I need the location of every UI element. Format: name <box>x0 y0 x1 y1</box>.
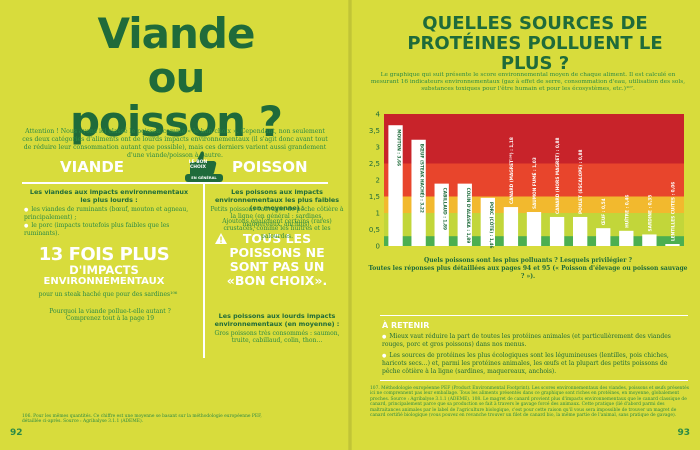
bar-label: CANARD (MAGRET¹⁰⁸) : 1,18 <box>509 137 515 204</box>
warning-icon <box>215 233 227 244</box>
y-tick-label: 1,5 <box>369 193 380 201</box>
poisson-subheading: Les poissons aux impacts environnementau… <box>214 188 340 212</box>
retenir-box: À RETENIR Mieux vaut réduire la part de … <box>380 315 688 381</box>
retenir-item-2: Les sources de protéines les plus écolog… <box>382 352 682 375</box>
footnote-right: 107. Méthodologie européenne PEF (Produc… <box>370 386 690 419</box>
poisson-text-2: Ajoutons également certains (rares) crus… <box>222 218 332 240</box>
stat-note: pour un steak haché que pour des sardine… <box>38 291 178 298</box>
bar-label: BŒUF (STEAK HACHÉ) : 3,22 <box>419 144 427 213</box>
chart-band-3 <box>384 163 684 197</box>
bar <box>388 125 403 246</box>
poisson-subheading-2: Les poissons aux lourds impacts environn… <box>214 312 340 328</box>
bar-label: POULET (ESCALOPE) : 0,88 <box>578 149 584 213</box>
chart-caption-line-1: Quels poissons sont les plus polluants ?… <box>424 257 632 264</box>
thumbs-up-badge-icon <box>185 151 223 182</box>
retenir-heading: À RETENIR <box>382 321 430 330</box>
bar-label: SAUMON FUMÉ : 1,03 <box>530 157 538 209</box>
bar <box>434 183 449 246</box>
bar-label: COLIN D'ALASKA : 1,89 <box>465 188 471 244</box>
stat-line-1: 13 FOIS PLUS <box>38 244 170 265</box>
chart-caption-line-2: Toutes les réponses plus détaillées aux … <box>368 265 688 280</box>
bar <box>619 230 634 246</box>
bar <box>480 197 495 246</box>
poisson-text-3: Gros poissons très consommés : saumon, t… <box>214 330 340 345</box>
chart-intro: Le graphique qui suit présente le score … <box>370 72 686 93</box>
bar <box>665 244 680 246</box>
bar <box>457 183 472 246</box>
badge-label: LE BON CHOIX <box>188 160 208 170</box>
chart-page-title: QUELLES SOURCES DE PROTÉINES POLLUENT LE… <box>407 13 663 74</box>
left-page: Viande ou poisson ? Attention ! Nous avo… <box>0 0 350 450</box>
divider-vertical <box>203 175 205 358</box>
poisson-text-1: Petits poissons sauvages de pêche côtièr… <box>210 206 344 228</box>
bar-label: MOUTON : 3,66 <box>396 129 402 166</box>
bar-label: HUÎTRE : 0,46 <box>622 195 630 228</box>
stat-block: 13 FOIS PLUS D'IMPACTS ENVIRONNEMENTAUX <box>14 245 194 287</box>
badge-sublabel: EN GÉNÉRAL <box>191 176 217 180</box>
bar <box>411 139 426 246</box>
viande-bullet-2: le porc (impacts toutefois plus faibles … <box>24 222 200 238</box>
bar <box>526 212 542 246</box>
protein-impact-chart: 0 0,5 1 1,5 2 2,5 3 3,5 4 MOUTON : 3,66 BŒUF (STEA… <box>369 111 684 251</box>
bar-label: CABILLAUD : 1,89 <box>442 188 448 230</box>
y-tick-label: 2,5 <box>369 160 380 168</box>
bar-label: LENTILLES CUITES : 0,06 <box>670 182 676 241</box>
page-number-right: 93 <box>677 428 690 438</box>
divider-horizontal <box>22 182 328 184</box>
page-title: Viande ou poisson ? <box>69 9 283 146</box>
y-tick-label: 4 <box>376 111 381 119</box>
warning-heading: TOUS LES POISSONS NE SONT PAS UN «BON CH… <box>226 231 328 288</box>
y-tick-label: 1 <box>376 210 380 218</box>
stat-line-3: ENVIRONNEMENTAUX <box>43 276 165 287</box>
bar <box>503 207 519 246</box>
footnote-left: 106. Pour les mêmes quantités. Ce chiffr… <box>22 414 262 425</box>
y-tick-label: 3 <box>376 144 380 152</box>
page-gutter <box>348 0 352 450</box>
bar <box>573 216 588 246</box>
bar-label: CANARD (HORS MAGRET) : 0,88 <box>555 137 561 213</box>
page-number-left: 92 <box>10 428 23 438</box>
bar <box>596 228 611 246</box>
viande-subheading: Les viandes aux impacts environnementaux… <box>29 188 189 204</box>
stat-line-2: D'IMPACTS <box>69 263 139 277</box>
bar <box>549 216 565 246</box>
y-tick-label: 0,5 <box>369 226 380 234</box>
bar-label: SARDINE : 0,35 <box>647 195 653 232</box>
viande-heading: VIANDE <box>60 158 125 176</box>
poisson-heading: POISSON <box>232 158 308 176</box>
y-tick-label: 3,5 <box>369 127 380 135</box>
viande-bullet-1: les viandes de ruminants (bœuf, mouton e… <box>24 206 200 222</box>
retenir-item-1: Mieux vaut réduire la part de toutes les… <box>382 333 682 349</box>
viande-question: Pourquoi la viande pollue-t-elle autant … <box>49 308 171 323</box>
bar-label: PORC (CÔTE) : 1,46 <box>488 202 495 249</box>
bar <box>642 234 657 246</box>
y-tick-label: 0 <box>376 243 380 251</box>
y-tick-label: 2 <box>376 177 380 185</box>
intro-text: Attention ! Nous avons ici classé le poi… <box>22 128 328 159</box>
bar-label: ŒUF : 0,54 <box>601 198 607 225</box>
chart-band-4 <box>384 114 684 164</box>
chart-caption: Quels poissons sont les plus polluants ?… <box>368 257 688 281</box>
right-page: QUELLES SOURCES DE PROTÉINES POLLUENT LE… <box>350 0 700 450</box>
